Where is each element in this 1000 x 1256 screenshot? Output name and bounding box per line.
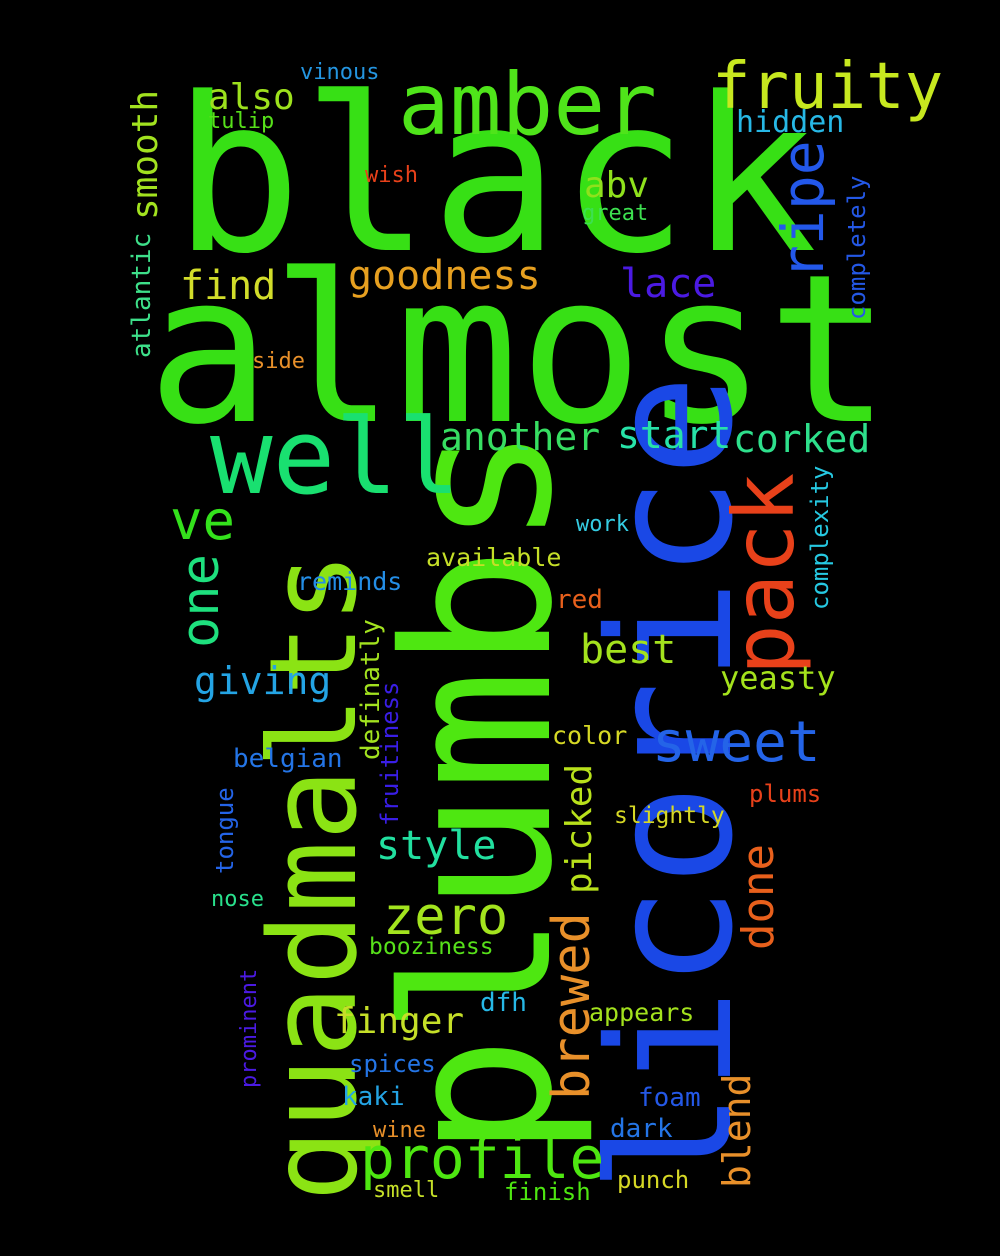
word-wine: wine [373,1118,426,1143]
word-abv: abv [584,165,650,206]
word-fruity: fruity [712,50,944,124]
word-done: done [733,844,784,950]
word-start: start [617,413,732,457]
word-slightly: slightly [614,803,725,829]
word-smooth: smooth [125,89,166,220]
word-ve: ve [170,489,236,552]
word-yeasty: yeasty [720,659,836,697]
word-reminds: reminds [297,567,403,596]
word-style: style [376,823,497,869]
word-dfh: dfh [480,988,527,1018]
word-well: well [210,396,461,518]
word-amber: amber [398,55,657,155]
word-kaki: kaki [342,1082,405,1112]
word-pack: pack [715,472,813,675]
word-lace: lace [620,261,717,307]
word-red: red [556,585,603,615]
word-appears: appears [589,998,695,1027]
word-tongue: tongue [211,787,239,874]
word-punch: punch [617,1166,690,1194]
word-also: also [208,77,295,118]
word-giving: giving [194,659,332,703]
word-prominent: prominent [237,968,262,1088]
word-tulip: tulip [208,109,275,134]
word-almost: almost [147,230,892,470]
word-booziness: booziness [369,934,494,960]
word-vinous: vinous [300,60,380,85]
word-finish: finish [504,1178,591,1206]
word-nose: nose [211,887,264,912]
word-ripe: ripe [769,140,837,280]
word-another: another [440,415,601,459]
word-color: color [552,721,628,750]
word-hidden: hidden [736,105,845,140]
word-finger: finger [334,1001,465,1042]
word-work: work [576,512,629,537]
word-smell: smell [373,1178,440,1203]
word-fruitiness: fruitiness [376,681,404,827]
word-one: one [171,554,231,648]
word-best: best [580,627,677,673]
word-atlantic: atlantic [127,232,157,358]
word-available: available [426,543,562,572]
word-sweet: sweet [652,710,821,775]
word-complexity: complexity [806,465,834,611]
word-plums: plums [749,780,822,808]
word-find: find [180,263,277,309]
word-belgian: belgian [233,744,343,774]
word-spices: spices [349,1050,436,1078]
word-great: great [582,201,649,226]
word-picked: picked [559,763,600,894]
word-goodness: goodness [348,253,541,299]
word-wish: wish [365,163,418,188]
word-side: side [252,349,305,374]
word-zero: zero [383,887,509,947]
word-dark: dark [610,1114,673,1144]
word-completely: completely [843,175,871,321]
word-foam: foam [638,1083,701,1113]
word-corked: corked [733,417,871,461]
word-blend: blend [715,1073,759,1188]
word-black: black [173,52,818,301]
word-profile: profile [360,1124,605,1192]
